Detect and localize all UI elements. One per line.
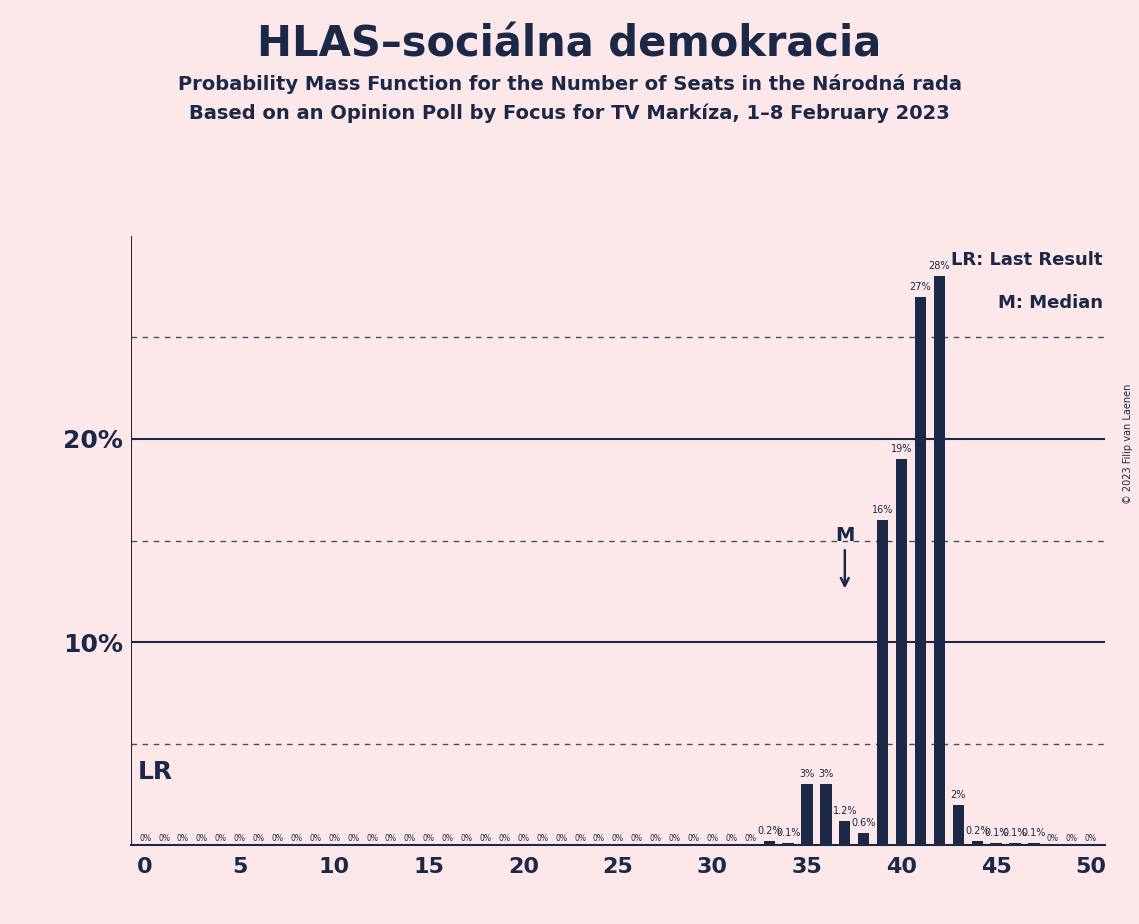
Text: 0.2%: 0.2% xyxy=(965,826,990,836)
Text: 0.1%: 0.1% xyxy=(1002,828,1027,838)
Text: 2%: 2% xyxy=(951,790,966,799)
Text: Based on an Opinion Poll by Focus for TV Markíza, 1–8 February 2023: Based on an Opinion Poll by Focus for TV… xyxy=(189,103,950,123)
Text: 0%: 0% xyxy=(328,834,341,843)
Text: 0%: 0% xyxy=(253,834,264,843)
Text: 0%: 0% xyxy=(480,834,492,843)
Text: M: M xyxy=(835,526,854,586)
Text: 0%: 0% xyxy=(1084,834,1097,843)
Text: Probability Mass Function for the Number of Seats in the Národná rada: Probability Mass Function for the Number… xyxy=(178,74,961,94)
Text: 0.1%: 0.1% xyxy=(984,828,1008,838)
Text: 0%: 0% xyxy=(290,834,303,843)
Text: 0.6%: 0.6% xyxy=(852,818,876,828)
Text: 16%: 16% xyxy=(872,505,893,516)
Text: 0%: 0% xyxy=(517,834,530,843)
Text: 0%: 0% xyxy=(366,834,378,843)
Text: 0%: 0% xyxy=(593,834,605,843)
Text: 0%: 0% xyxy=(385,834,398,843)
Text: 0%: 0% xyxy=(158,834,170,843)
Bar xyxy=(1009,844,1021,845)
Text: 0%: 0% xyxy=(499,834,510,843)
Text: 0%: 0% xyxy=(423,834,435,843)
Bar xyxy=(858,833,869,845)
Bar xyxy=(934,276,945,845)
Text: 0%: 0% xyxy=(536,834,548,843)
Text: 1.2%: 1.2% xyxy=(833,806,857,816)
Text: 0%: 0% xyxy=(347,834,359,843)
Bar xyxy=(896,459,908,845)
Text: 0%: 0% xyxy=(177,834,189,843)
Text: LR: LR xyxy=(138,760,173,784)
Text: M: Median: M: Median xyxy=(998,294,1103,311)
Text: 0%: 0% xyxy=(574,834,587,843)
Text: 0.2%: 0.2% xyxy=(757,826,781,836)
Text: 0%: 0% xyxy=(649,834,662,843)
Text: © 2023 Filip van Laenen: © 2023 Filip van Laenen xyxy=(1123,383,1132,504)
Bar xyxy=(915,297,926,845)
Text: 0%: 0% xyxy=(1066,834,1077,843)
Text: HLAS–sociálna demokracia: HLAS–sociálna demokracia xyxy=(257,23,882,65)
Text: 0%: 0% xyxy=(726,834,737,843)
Text: 0%: 0% xyxy=(555,834,567,843)
Bar xyxy=(972,842,983,845)
Text: 0%: 0% xyxy=(460,834,473,843)
Text: 0.1%: 0.1% xyxy=(1022,828,1046,838)
Bar xyxy=(763,842,775,845)
Text: 0%: 0% xyxy=(404,834,416,843)
Bar xyxy=(952,805,964,845)
Text: 0%: 0% xyxy=(688,834,699,843)
Bar xyxy=(1029,844,1040,845)
Text: 27%: 27% xyxy=(910,282,932,292)
Text: 0%: 0% xyxy=(706,834,719,843)
Text: 3%: 3% xyxy=(818,770,834,780)
Text: 3%: 3% xyxy=(800,770,814,780)
Text: 0%: 0% xyxy=(744,834,756,843)
Text: 0%: 0% xyxy=(196,834,208,843)
Bar xyxy=(839,821,851,845)
Text: 0%: 0% xyxy=(442,834,453,843)
Text: 0%: 0% xyxy=(215,834,227,843)
Text: 19%: 19% xyxy=(891,444,912,455)
Bar xyxy=(802,784,812,845)
Bar xyxy=(820,784,831,845)
Text: 0%: 0% xyxy=(139,834,151,843)
Text: LR: Last Result: LR: Last Result xyxy=(951,250,1103,269)
Text: 0%: 0% xyxy=(669,834,681,843)
Text: 0%: 0% xyxy=(271,834,284,843)
Bar xyxy=(877,520,888,845)
Text: 0%: 0% xyxy=(1047,834,1059,843)
Text: 0.1%: 0.1% xyxy=(776,828,801,838)
Bar xyxy=(782,844,794,845)
Bar xyxy=(991,844,1002,845)
Text: 0%: 0% xyxy=(631,834,642,843)
Text: 0%: 0% xyxy=(310,834,321,843)
Text: 0%: 0% xyxy=(233,834,246,843)
Text: 0%: 0% xyxy=(612,834,624,843)
Text: 28%: 28% xyxy=(928,261,950,272)
